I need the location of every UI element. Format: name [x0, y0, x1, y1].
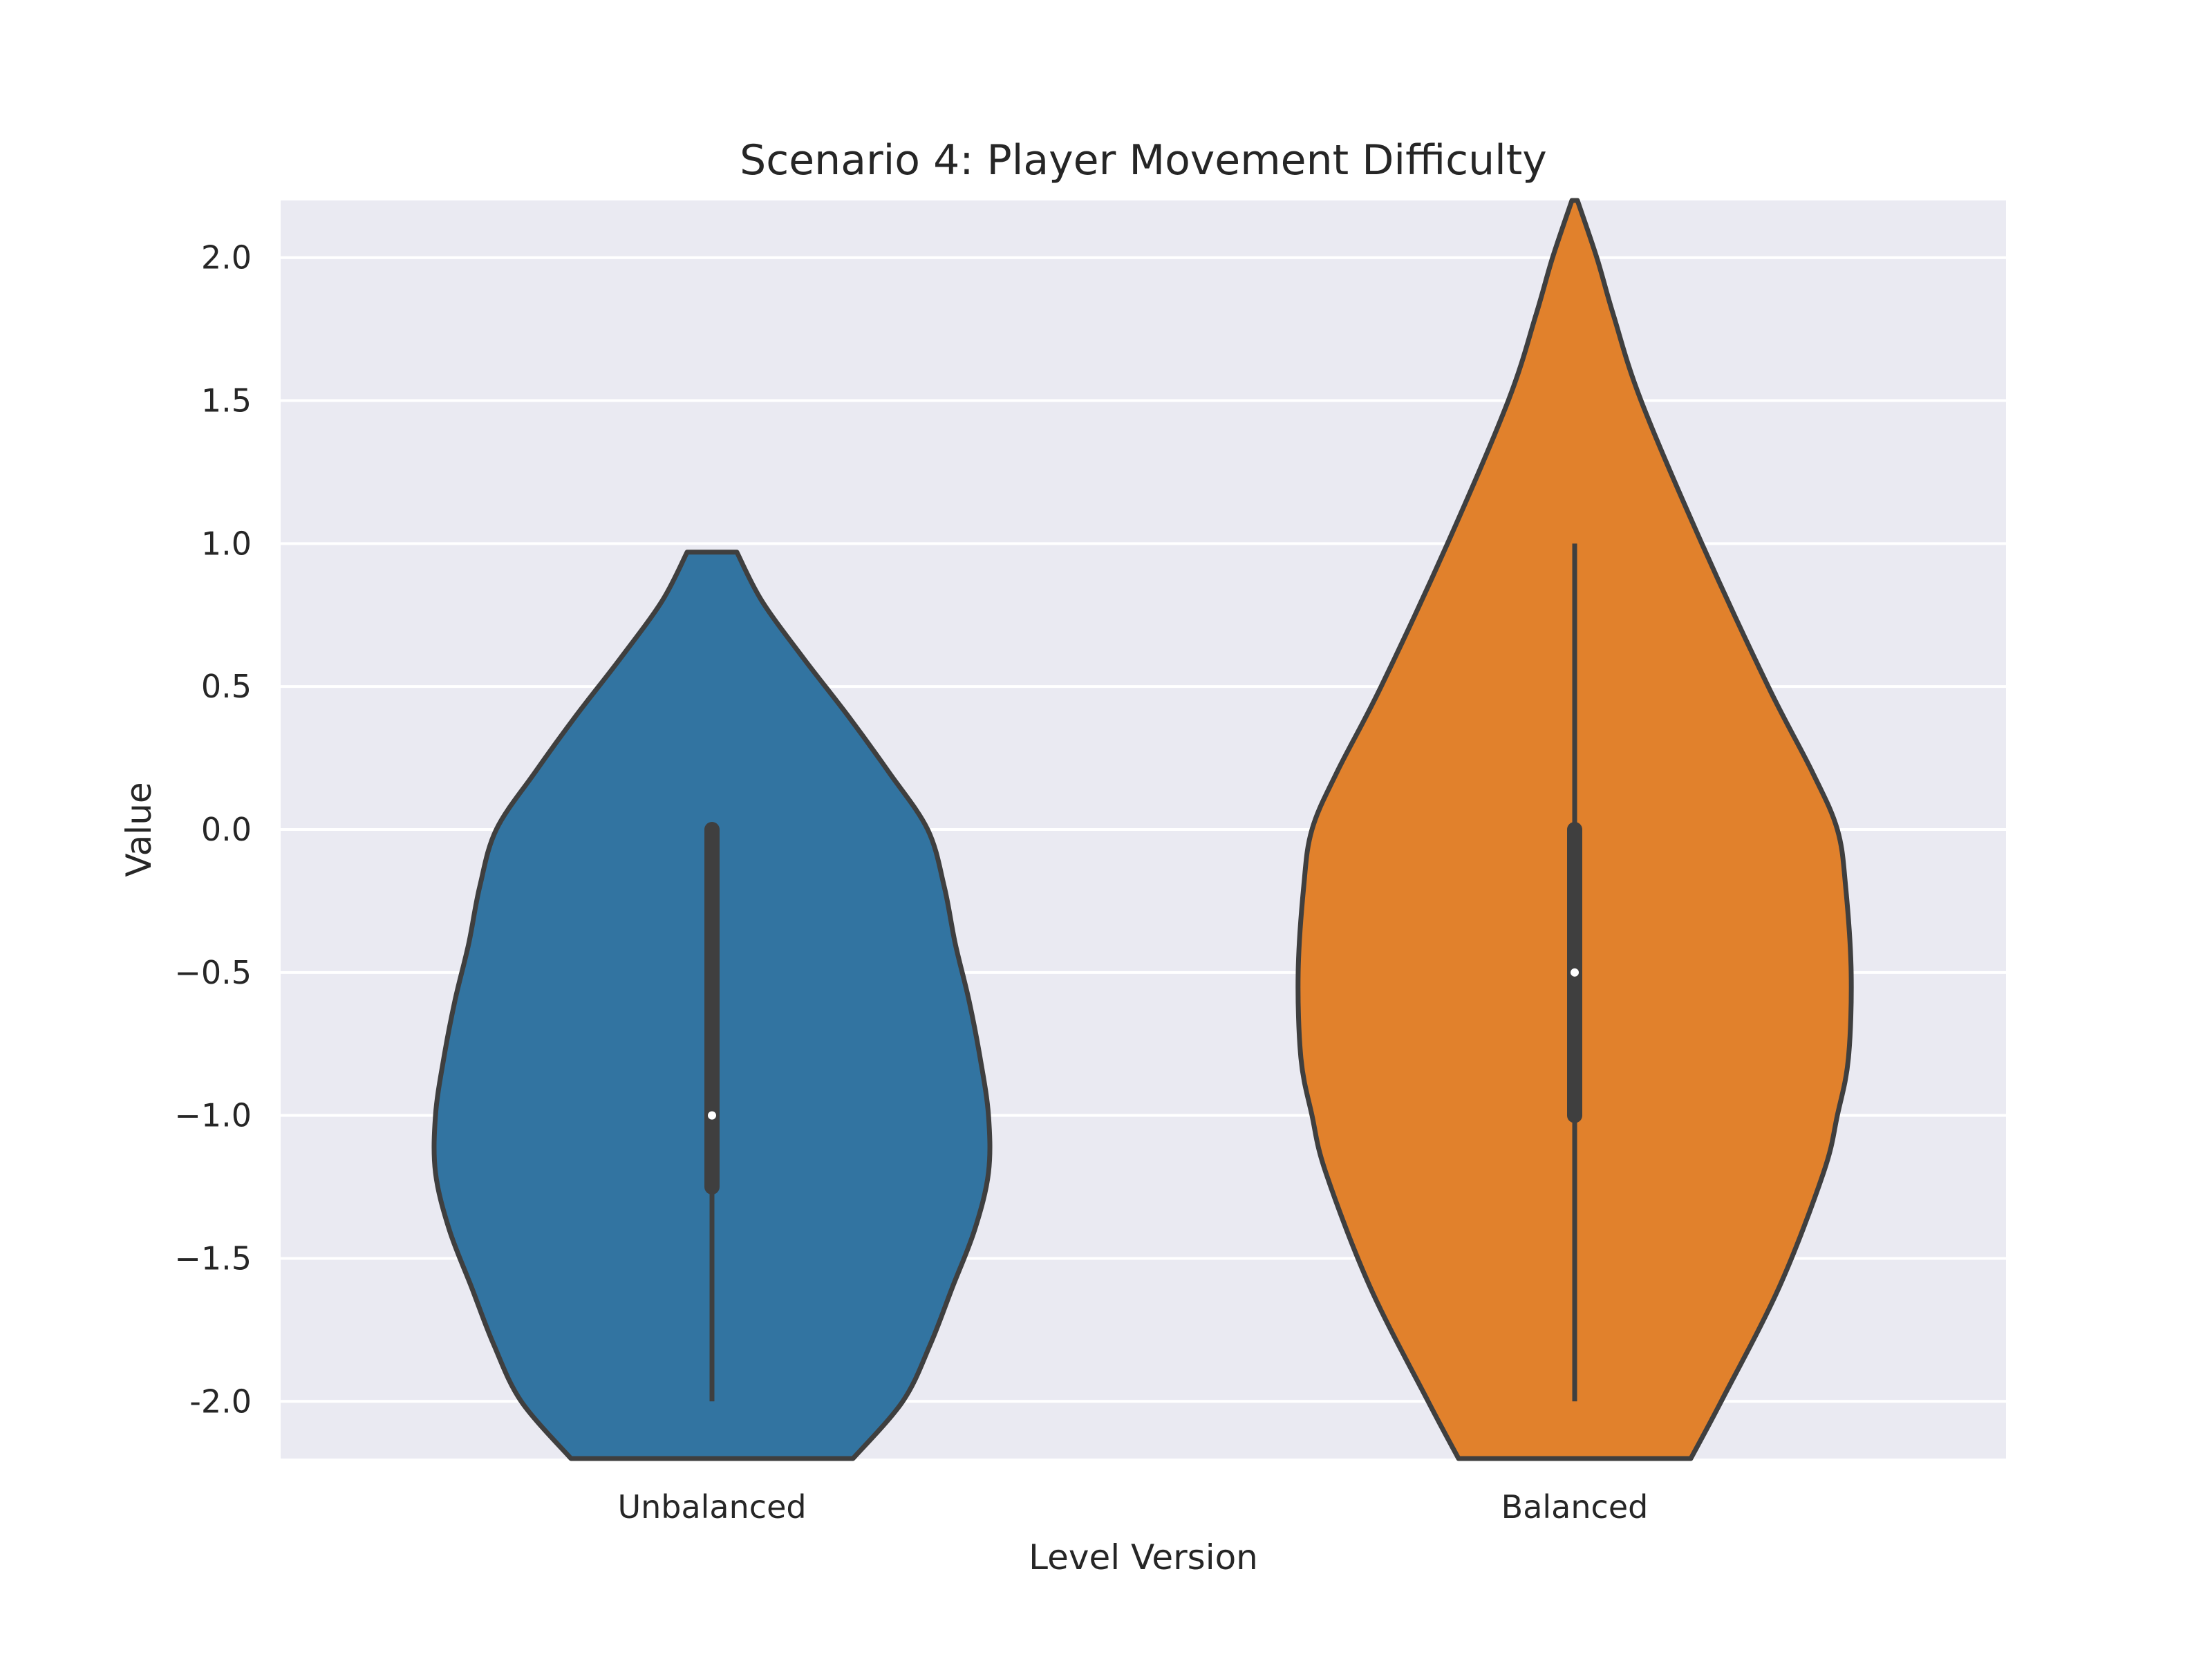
y-tick-label: 1.5 — [201, 382, 252, 420]
y-tick-label: -2.0 — [189, 1382, 252, 1420]
violin-balanced — [1295, 198, 1854, 1461]
y-tick-label: 2.0 — [201, 239, 252, 276]
y-axis-label: Value — [119, 782, 159, 877]
chart-title: Scenario 4: Player Movement Difficulty — [740, 136, 1547, 185]
violin-unbalanced — [431, 550, 993, 1461]
y-tick-label: −0.5 — [174, 954, 252, 991]
y-tick-label: 0.0 — [201, 811, 252, 848]
x-tick-label: Unbalanced — [617, 1488, 806, 1526]
x-axis-ticks: Unbalanced Balanced — [617, 1488, 1648, 1526]
x-tick-label: Balanced — [1501, 1488, 1649, 1526]
y-axis-ticks: 2.0 1.5 1.0 0.5 0.0 −0.5 −1.0 −1.5 -2.0 — [174, 239, 252, 1421]
violins — [431, 198, 1854, 1461]
y-tick-label: −1.5 — [174, 1239, 252, 1277]
violin-median-point — [708, 1111, 716, 1120]
y-tick-label: −1.0 — [174, 1097, 252, 1134]
y-tick-label: 0.5 — [201, 668, 252, 705]
x-axis-label: Level Version — [1029, 1537, 1258, 1577]
y-tick-label: 1.0 — [201, 525, 252, 562]
violin-median-point — [1571, 968, 1579, 977]
